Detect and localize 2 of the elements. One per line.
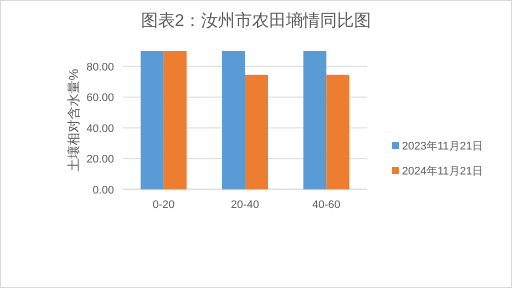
title: 图表2：汝州市农田墒情同比图 bbox=[140, 11, 372, 30]
ylabel: 土壤相对含水量% bbox=[66, 68, 81, 172]
